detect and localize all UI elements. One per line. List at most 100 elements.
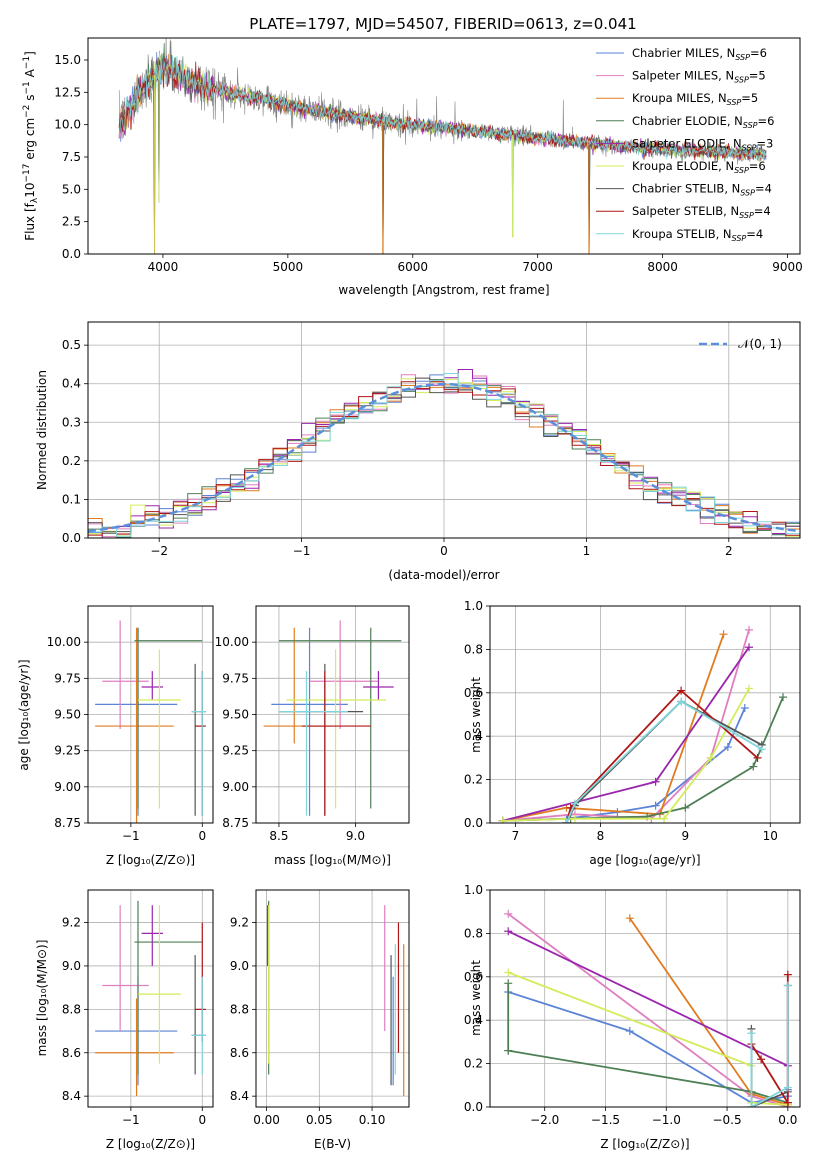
axes-frame (255, 605, 410, 824)
axes-frame (489, 605, 801, 824)
y-tick-label: 0.2 (464, 1057, 483, 1071)
y-tick-label: 9.50 (54, 708, 81, 722)
weight-marker (660, 814, 669, 823)
y-tick-label: 5.0 (62, 182, 81, 196)
normal-curve (88, 382, 800, 533)
y-tick-label: 8.4 (62, 1089, 81, 1103)
weight-marker (745, 643, 754, 652)
y-tick-label: 8.6 (230, 1046, 249, 1060)
panel-mass_vs_Z: −1 0 8.4 8.6 8.8 9.0 9.2 Z [log₁₀(Z/Z⊙)] mass [l… (35, 889, 214, 1151)
legend-entry: Kroupa MILES, NSSP=5 (632, 91, 758, 107)
y-tick-label: 8.8 (230, 1002, 249, 1016)
weight-marker (706, 753, 715, 762)
plot-area (267, 900, 405, 1097)
y-tick-label: 8.6 (62, 1046, 81, 1060)
legend: Chabrier MILES, NSSP=6 Salpeter MILES, NS… (596, 46, 774, 243)
y-tick-label: 9.50 (222, 708, 249, 722)
y-tick-label: 9.00 (222, 780, 249, 794)
panel-spectrum: 4000 5000 6000 7000 8000 9000 0.0 2.5 5.0 7.5 10.0… (22, 37, 803, 297)
y-tick-label: 8.75 (54, 816, 81, 830)
weight-marker (783, 970, 792, 979)
weight-marker (504, 927, 513, 936)
panel-weight_vs_age: 7 8 9 10 0.0 0.2 0.4 0.6 0.8 1.0 age [log₁₀(age/yr… (464, 599, 801, 867)
x-axis-label: E(B-V) (314, 1137, 351, 1151)
weight-line (565, 689, 759, 823)
ticks: 0.00 0.05 0.10 8.4 8.6 8.8 9.0 9.2 (230, 916, 386, 1127)
y-tick-label: 8.4 (230, 1089, 249, 1103)
y-tick-label: 9.25 (222, 744, 249, 758)
y-tick-label: 0.8 (464, 926, 483, 940)
y-tick-label: 12.5 (54, 85, 81, 99)
histogram-step (88, 381, 800, 536)
y-tick-label: 0.0 (62, 531, 81, 545)
x-tick-label: 9000 (772, 260, 803, 274)
weight-marker (625, 914, 634, 923)
y-tick-label: 0.6 (464, 686, 483, 700)
legend-entry: Kroupa STELIB, NSSP=4 (632, 227, 763, 243)
weight-marker (757, 745, 766, 754)
y-tick-label: 15.0 (54, 53, 81, 67)
y-tick-label: 0.2 (62, 454, 81, 468)
x-tick-label: 1 (583, 544, 591, 558)
x-tick-label: −1 (293, 544, 311, 558)
y-tick-label: 9.2 (230, 916, 249, 930)
plot-area (263, 620, 402, 816)
x-tick-label: 6000 (397, 260, 428, 274)
y-tick-label: 0.0 (464, 1100, 483, 1114)
ticks: −2 −1 0 1 2 0.0 0.1 0.2 0.3 0.4 0.5 (62, 338, 733, 558)
axes-frame (489, 889, 801, 1108)
ticks: −1 0 8.4 8.6 8.8 9.0 9.2 (62, 916, 206, 1127)
weight-line (502, 646, 750, 822)
legend-entry: Salpeter MILES, NSSP=5 (632, 69, 766, 85)
ticks: 8.5 9.0 8.75 9.00 9.25 9.50 9.75 10.00 (215, 635, 365, 843)
weight-marker (570, 799, 579, 808)
legend-entry: Chabrier STELIB, NSSP=4 (632, 182, 772, 198)
y-tick-label: 10.00 (47, 635, 81, 649)
weight-marker (783, 1083, 792, 1092)
x-axis-label: mass [log₁₀(M/M⊙)] (274, 853, 391, 867)
weight-marker (753, 753, 762, 762)
x-tick-label: 5000 (273, 260, 304, 274)
y-tick-label: 0.4 (62, 377, 81, 391)
y-tick-label: 9.0 (230, 959, 249, 973)
y-axis-label: Flux [fλ10−17 erg cm−2 s−1 A−1] (22, 51, 40, 241)
x-tick-label: 0.0 (778, 1113, 797, 1127)
y-tick-label: 7.5 (62, 150, 81, 164)
weight-marker (677, 686, 686, 695)
weight-line (565, 700, 763, 823)
plot-area (498, 625, 788, 823)
legend-entry: Salpeter STELIB, NSSP=4 (632, 204, 771, 220)
y-tick-label: 0.2 (464, 773, 483, 787)
x-tick-label: 8 (597, 829, 605, 843)
y-axis-label: mass weight (469, 677, 483, 753)
x-tick-label: 0.00 (253, 1113, 280, 1127)
weight-line (750, 985, 789, 1107)
x-tick-label: −1.5 (591, 1113, 620, 1127)
y-tick-label: 8.8 (62, 1002, 81, 1016)
spectrum-model-line (118, 55, 767, 238)
weight-marker (651, 801, 660, 810)
weight-marker (749, 762, 758, 771)
y-tick-label: 9.25 (54, 744, 81, 758)
panel-residuals: −2 −1 0 1 2 0.0 0.1 0.2 0.3 0.4 0.5 (data-model)/er… (35, 321, 801, 582)
x-tick-label: 4000 (148, 260, 179, 274)
x-tick-label: −1 (122, 1113, 140, 1127)
y-tick-label: 9.0 (62, 959, 81, 973)
y-tick-label: 8.75 (222, 816, 249, 830)
x-tick-label: −1.0 (652, 1113, 681, 1127)
plot-area (504, 909, 792, 1107)
weight-marker (783, 1098, 792, 1107)
x-axis-label: (data-model)/error (388, 568, 499, 582)
weight-marker (719, 630, 728, 639)
y-tick-label: 1.0 (464, 599, 483, 613)
weight-marker (747, 1029, 756, 1038)
y-tick-label: 0.0 (464, 816, 483, 830)
y-tick-label: 9.00 (54, 780, 81, 794)
axes-frame (255, 889, 410, 1108)
weight-marker (677, 697, 686, 706)
plot-area (95, 900, 206, 1097)
x-tick-label: 0 (198, 1113, 206, 1127)
x-tick-label: 2 (725, 544, 733, 558)
x-tick-label: −1 (122, 829, 140, 843)
